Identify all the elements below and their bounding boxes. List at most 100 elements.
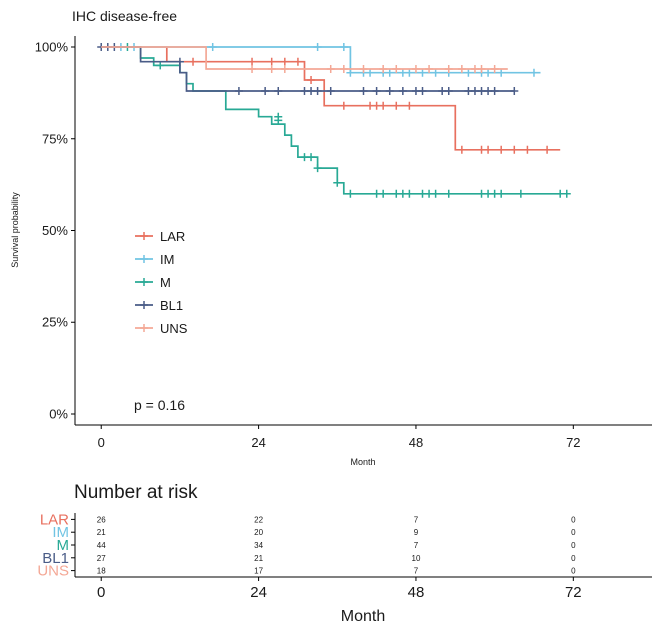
legend-label: IM bbox=[160, 252, 174, 267]
censor-mark bbox=[379, 101, 388, 110]
series-uns bbox=[101, 46, 508, 74]
risk-row-m: M 44 34 7 0 bbox=[57, 537, 577, 554]
censor-mark bbox=[385, 68, 394, 77]
censor-mark bbox=[385, 87, 394, 96]
censor-mark bbox=[379, 65, 388, 74]
censor-mark bbox=[339, 65, 348, 74]
risk-count: 22 bbox=[254, 515, 263, 524]
censor-mark bbox=[280, 65, 289, 74]
censor-mark bbox=[392, 101, 401, 110]
censor-mark bbox=[398, 87, 407, 96]
censor-mark bbox=[497, 68, 506, 77]
series-im bbox=[101, 43, 541, 77]
series-group bbox=[97, 43, 571, 198]
censor-mark bbox=[411, 65, 420, 74]
censor-mark bbox=[346, 189, 355, 198]
y-tick-label: 100% bbox=[35, 40, 69, 55]
censor-mark bbox=[497, 189, 506, 198]
risk-count: 21 bbox=[254, 554, 263, 563]
axes-group: 0% 25% 50% 75% 100% 0 24 48 72 bbox=[35, 36, 652, 450]
risk-x-tick-label: 48 bbox=[408, 584, 425, 601]
censor-mark bbox=[313, 164, 322, 173]
survival-curve-bl1 bbox=[101, 46, 515, 92]
x-tick-label: 72 bbox=[566, 435, 580, 450]
censor-mark bbox=[490, 65, 499, 74]
survival-curve-uns bbox=[101, 46, 508, 70]
censor-mark bbox=[339, 43, 348, 52]
risk-row-im: IM 21 20 9 0 bbox=[52, 524, 576, 541]
censor-mark bbox=[208, 43, 217, 52]
risk-row-lar: LAR 26 22 7 0 bbox=[40, 511, 576, 528]
censor-mark bbox=[346, 68, 355, 77]
censor-mark bbox=[457, 145, 466, 154]
censor-mark bbox=[444, 65, 453, 74]
censor-mark bbox=[267, 57, 276, 66]
censor-mark bbox=[543, 145, 552, 154]
risk-row-label: BL1 bbox=[42, 550, 69, 567]
censor-mark bbox=[529, 68, 538, 77]
legend-item-lar: LAR bbox=[135, 229, 185, 244]
censor-mark bbox=[431, 68, 440, 77]
p-value-label: p = 0.16 bbox=[134, 397, 185, 413]
censor-mark bbox=[516, 189, 525, 198]
legend-censor-mark bbox=[140, 255, 148, 263]
censor-mark bbox=[418, 87, 427, 96]
y-tick-label: 25% bbox=[42, 315, 68, 330]
legend-item-bl1: BL1 bbox=[135, 298, 183, 313]
risk-count: 7 bbox=[414, 541, 419, 550]
censor-mark bbox=[313, 87, 322, 96]
censor-mark bbox=[248, 57, 257, 66]
censor-mark bbox=[333, 178, 342, 187]
risk-count: 27 bbox=[97, 554, 106, 563]
risk-table-group: LAR 26 22 7 0 IM 21 20 9 0 M 44 34 7 0 BL1 27 21 10 0 UNS 18 1… bbox=[37, 511, 652, 601]
censor-mark bbox=[366, 68, 375, 77]
legend-censor-mark bbox=[140, 324, 148, 332]
risk-count: 18 bbox=[97, 567, 106, 576]
legend-label: BL1 bbox=[160, 298, 183, 313]
y-tick-label: 50% bbox=[42, 223, 68, 238]
censor-mark bbox=[418, 68, 427, 77]
legend-item-m: M bbox=[135, 275, 171, 290]
censor-mark bbox=[274, 116, 283, 125]
censor-mark bbox=[189, 57, 198, 66]
risk-count: 0 bbox=[571, 515, 576, 524]
censor-mark bbox=[484, 68, 493, 77]
y-tick-label: 75% bbox=[42, 131, 68, 146]
legend-label: M bbox=[160, 275, 171, 290]
risk-count: 10 bbox=[412, 554, 421, 563]
x-tick-label: 48 bbox=[409, 435, 423, 450]
legend-item-uns: UNS bbox=[135, 321, 188, 336]
censor-mark bbox=[464, 68, 473, 77]
risk-count: 44 bbox=[97, 541, 106, 550]
risk-count: 0 bbox=[571, 541, 576, 550]
risk-x-tick-label: 24 bbox=[250, 584, 267, 601]
risk-count: 0 bbox=[571, 567, 576, 576]
censor-mark bbox=[326, 65, 335, 74]
censor-mark bbox=[444, 189, 453, 198]
censor-mark bbox=[431, 189, 440, 198]
censor-mark bbox=[457, 65, 466, 74]
censor-mark bbox=[510, 145, 519, 154]
censor-mark bbox=[405, 68, 414, 77]
risk-table-title: Number at risk bbox=[74, 482, 198, 503]
series-m bbox=[101, 43, 571, 198]
risk-table-x-label: Month bbox=[341, 608, 385, 625]
censor-mark bbox=[490, 87, 499, 96]
risk-x-tick-label: 72 bbox=[565, 584, 582, 601]
censor-mark bbox=[510, 87, 519, 96]
censor-mark bbox=[156, 61, 165, 70]
censor-mark bbox=[293, 57, 302, 66]
risk-row-label: M bbox=[57, 537, 70, 554]
risk-count: 17 bbox=[254, 567, 263, 576]
censor-mark bbox=[484, 145, 493, 154]
chart-title: IHC disease-free bbox=[72, 8, 177, 24]
series-lar bbox=[101, 46, 561, 154]
censor-mark bbox=[372, 87, 381, 96]
censor-mark bbox=[425, 65, 434, 74]
x-axis-label: Month bbox=[350, 457, 375, 467]
risk-count: 9 bbox=[414, 528, 419, 537]
risk-x-tick-label: 0 bbox=[97, 584, 105, 601]
risk-count: 26 bbox=[97, 515, 106, 524]
